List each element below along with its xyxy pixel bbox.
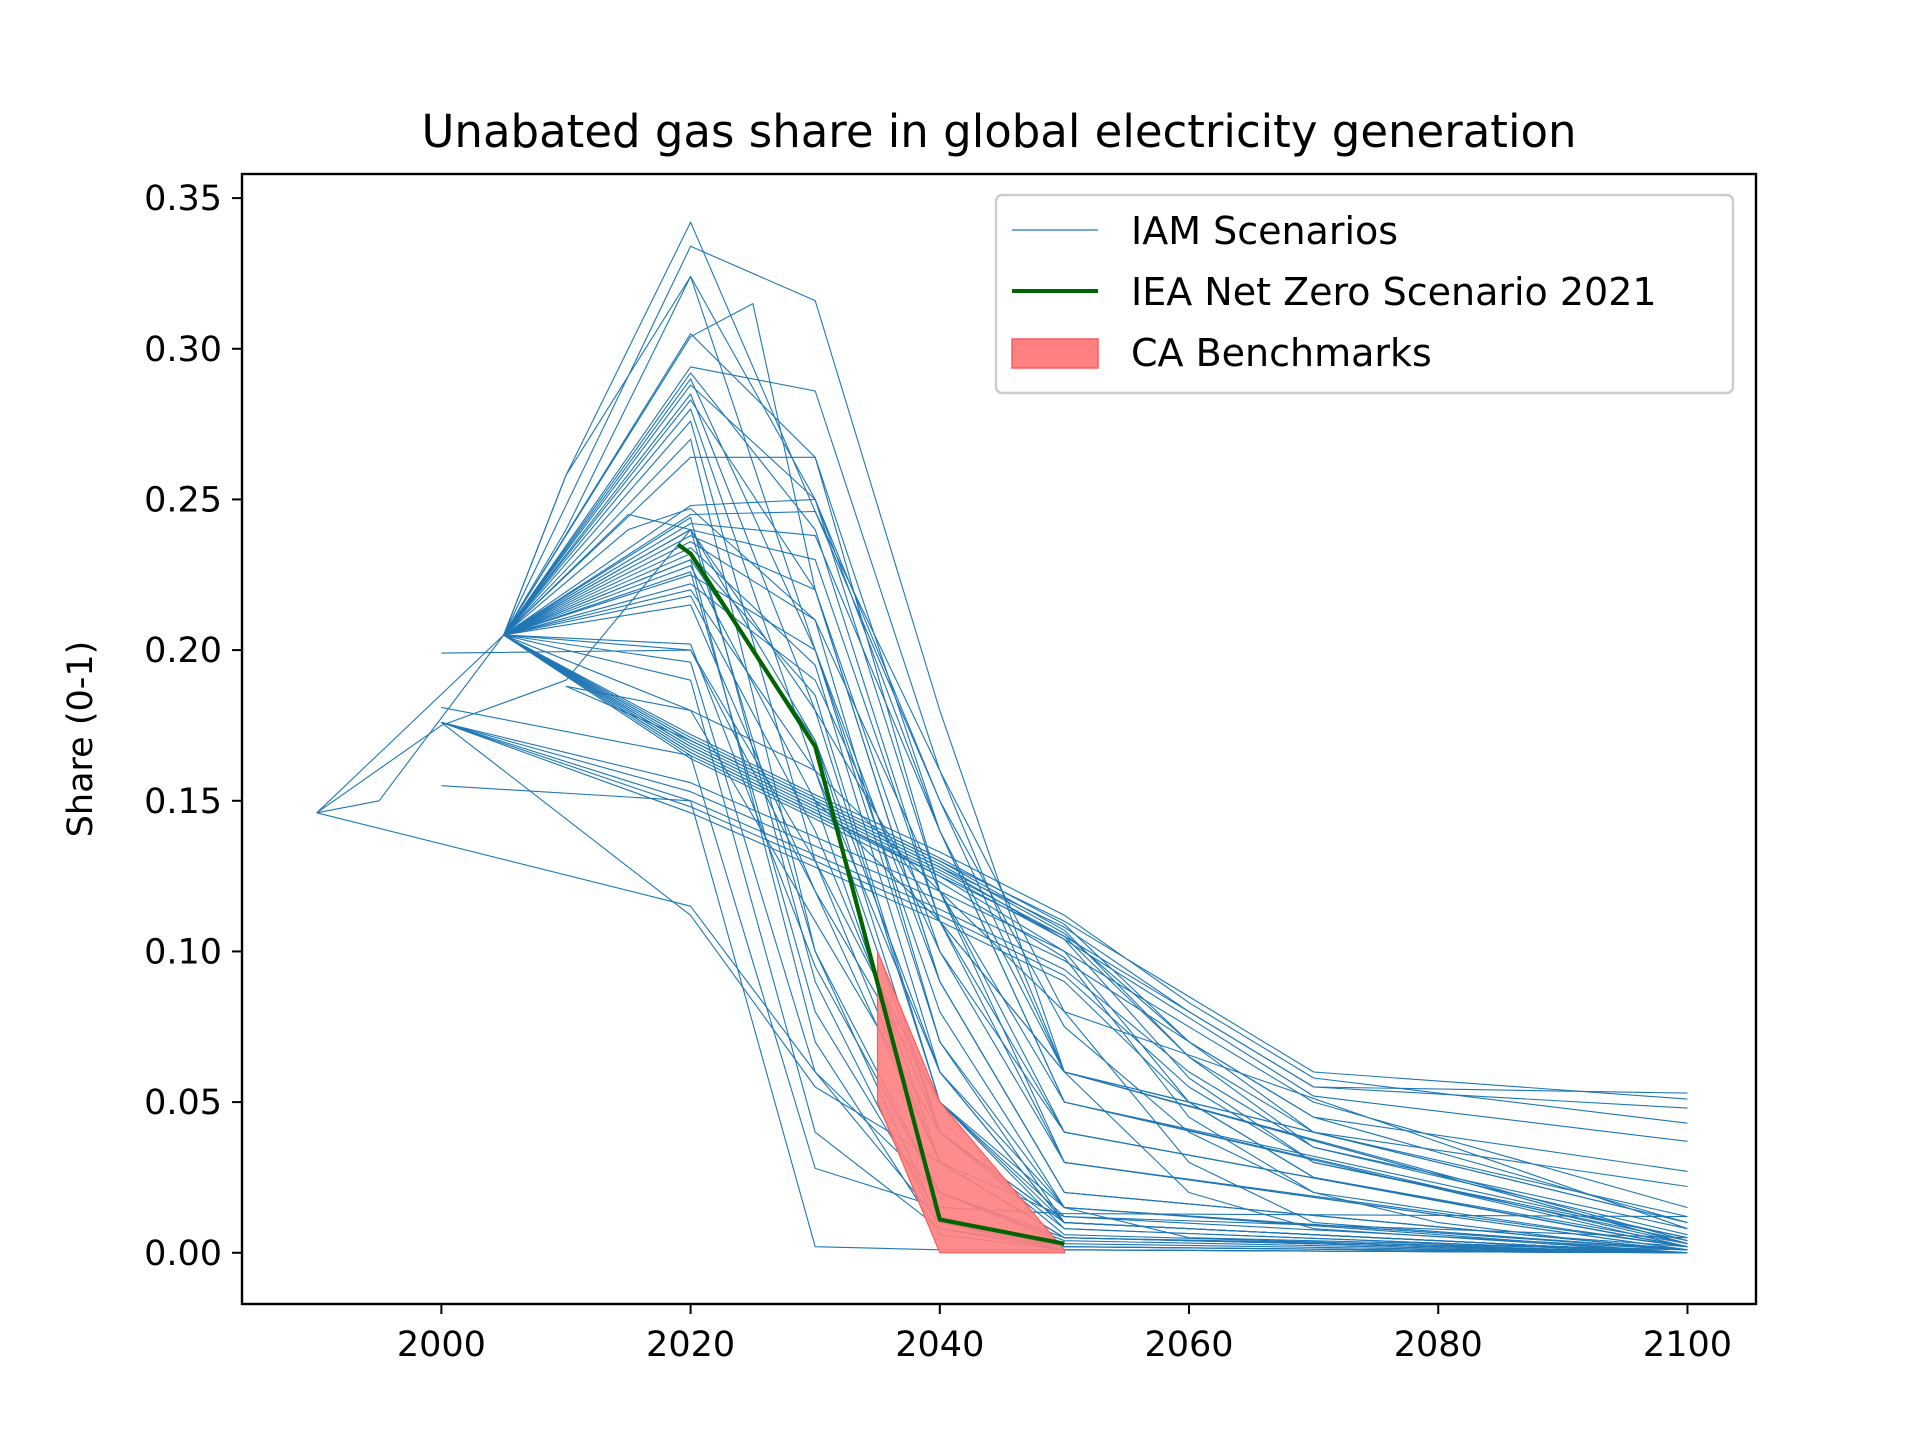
iam-scenario-line <box>503 634 1688 1254</box>
x-tick-label: 2060 <box>1144 1325 1233 1365</box>
iam-scenario-line <box>441 721 1688 1236</box>
y-axis-label: Share (0-1) <box>61 641 101 838</box>
iam-scenario-line <box>503 303 1688 1248</box>
iam-scenario-line <box>503 634 1688 1254</box>
iam-scenario-line <box>503 438 1688 1254</box>
iam-scenario-line <box>503 589 1688 1254</box>
iam-scenario-line <box>503 634 1688 1248</box>
y-tick-label: 0.10 <box>144 932 222 972</box>
legend-label-iea: IEA Net Zero Scenario 2021 <box>1131 270 1657 314</box>
iam-scenario-line <box>441 785 1688 1254</box>
iam-scenario-line <box>565 685 1688 1254</box>
iam-scenario-line <box>503 634 1688 1218</box>
iea-net-zero-line <box>676 542 1065 1246</box>
legend: IAM Scenarios IEA Net Zero Scenario 2021… <box>994 193 1735 395</box>
iam-scenario-line <box>441 721 1688 1209</box>
iam-scenario-line <box>441 721 1688 1248</box>
iam-scenario-line <box>503 634 1688 1245</box>
iam-scenario-line <box>503 522 1688 1245</box>
x-tick-label: 2020 <box>646 1325 735 1365</box>
y-tick-label: 0.35 <box>144 179 222 219</box>
iam-scenario-line <box>503 384 1688 1224</box>
iam-scenario-line <box>503 559 1688 1254</box>
iam-scenario-line <box>503 516 1688 1254</box>
iam-scenario-line <box>503 634 1688 1100</box>
iam-scenario-line <box>503 634 1688 1239</box>
iam-scenario-line <box>503 408 1688 1254</box>
y-tick-label: 0.30 <box>144 330 222 370</box>
x-tick-label: 2040 <box>895 1325 984 1365</box>
y-axis: 0.00 0.05 0.10 0.15 0.20 0.25 0.30 0.35 <box>144 179 242 1274</box>
iam-scenario-line <box>503 547 1688 1254</box>
iam-scenario-line <box>503 507 1688 1239</box>
y-tick-label: 0.05 <box>144 1083 222 1123</box>
iam-scenario-line <box>441 721 1688 1224</box>
ca-benchmark-band <box>876 951 1066 1254</box>
iam-scenario-line <box>503 565 1688 1254</box>
iam-scenario-line <box>441 721 1688 1239</box>
iam-scenario-line <box>503 529 1688 1251</box>
iam-scenario-line <box>503 604 1688 1254</box>
y-tick-label: 0.15 <box>144 782 222 822</box>
iam-scenario-line <box>503 275 1688 1251</box>
iam-scenario-line <box>503 553 1688 1254</box>
iam-scenario-line <box>503 559 1688 1254</box>
plot-area <box>240 172 1758 1306</box>
iam-scenario-line <box>503 595 1688 1254</box>
chart-title: Unabated gas share in global electricity… <box>422 105 1577 158</box>
iam-scenario-line <box>503 634 1688 1172</box>
legend-swatch-benchmarks <box>1011 338 1099 369</box>
iam-scenario-line <box>503 634 1688 1109</box>
iam-scenario-line <box>503 529 1688 1254</box>
iam-scenario-line <box>503 634 1688 1142</box>
iam-scenario-line <box>503 634 1688 1254</box>
legend-label-iam: IAM Scenarios <box>1131 209 1398 253</box>
iam-scenario-line <box>503 634 1688 1124</box>
iam-scenario-line <box>503 634 1688 1230</box>
iam-scenario-line <box>503 456 1688 1248</box>
iam-scenario-line <box>441 706 1688 1218</box>
iam-scenario-line <box>316 529 1688 1224</box>
iam-scenario-line <box>503 510 1688 1230</box>
series-layer <box>316 221 1688 1254</box>
iam-scenario-line <box>503 634 1688 1254</box>
iam-scenario-line <box>503 535 1688 1251</box>
y-tick-label: 0.25 <box>144 480 222 520</box>
iam-scenario-line <box>565 685 1688 1251</box>
legend-frame <box>994 193 1735 395</box>
iam-scenario-line <box>503 634 1688 1188</box>
iam-scenario-line <box>503 574 1688 1251</box>
axes-frame <box>240 172 1758 1306</box>
iam-scenario-line <box>503 513 1688 1254</box>
iam-scenario-line <box>503 634 1688 1094</box>
iam-scenario-line <box>503 275 1688 1251</box>
iam-scenario-line <box>503 366 1688 1245</box>
iam-scenario-line <box>503 498 1688 1242</box>
iam-scenario-line <box>503 571 1688 1254</box>
iam-scenario-line <box>503 378 1688 1251</box>
y-tick-label: 0.20 <box>144 631 222 671</box>
legend-label-benchmarks: CA Benchmarks <box>1131 331 1432 375</box>
x-tick-label: 2000 <box>397 1325 486 1365</box>
x-axis: 2000 2020 2040 2060 2080 2100 <box>397 1304 1732 1365</box>
x-tick-label: 2080 <box>1394 1325 1483 1365</box>
y-tick-label: 0.00 <box>144 1234 222 1274</box>
x-tick-label: 2100 <box>1643 1325 1732 1365</box>
iam-scenario-line <box>441 721 1688 1242</box>
iam-scenario-line <box>503 583 1688 1248</box>
